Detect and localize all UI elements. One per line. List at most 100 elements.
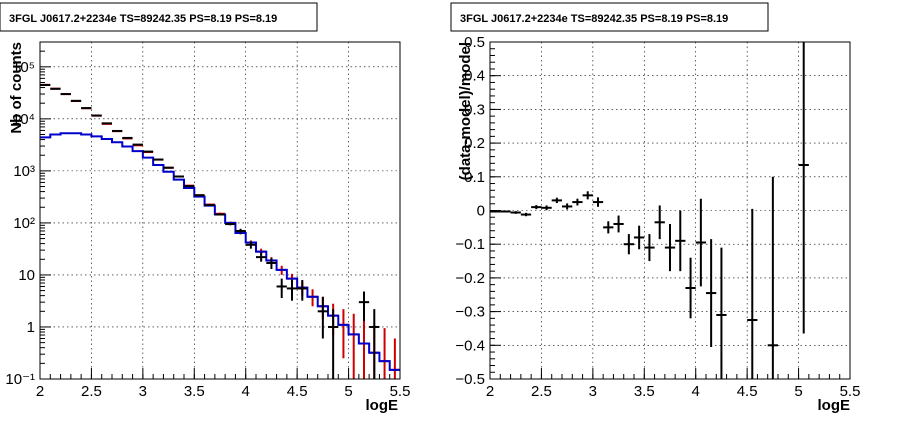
data-point	[204, 204, 215, 207]
residual-y-tick-label: −0.4	[455, 337, 485, 354]
residual-point	[706, 239, 717, 347]
data-point	[184, 185, 195, 188]
residual-xlabel: logE	[818, 397, 851, 414]
counts-x-tick-label: 5	[344, 383, 352, 400]
data-point	[214, 213, 226, 216]
data-point	[112, 129, 123, 132]
counts-y-tick-label: 10	[18, 267, 35, 284]
residual-point	[654, 205, 665, 240]
data-point	[297, 279, 308, 301]
data-point	[256, 252, 267, 262]
counts-x-tick-label: 3.5	[184, 383, 205, 400]
residual-title: 3FGL J0617.2+2234e TS=89242.35 PS=8.19 P…	[460, 13, 728, 25]
counts-y-tick-label: 10²	[13, 215, 35, 232]
model-total-bin	[379, 328, 390, 379]
residual-x-tick-label: 3	[589, 383, 597, 400]
residual-x-tick-label: 4	[692, 383, 700, 400]
counts-xlabel: logE	[366, 397, 399, 414]
residual-point	[664, 223, 676, 272]
counts-frame	[39, 41, 401, 380]
counts-panel: 3FGL J0617.2+2234e TS=89242.35 PS=8.19 P…	[0, 2, 411, 414]
residual-point	[531, 205, 542, 210]
data-point	[122, 136, 133, 139]
residual-point	[562, 203, 573, 210]
residual-y-tick-label: 0.1	[464, 169, 485, 186]
residual-point	[798, 42, 809, 334]
counts-x-tick-label: 3	[139, 383, 147, 400]
model-total-bin	[389, 338, 400, 379]
residual-ylabel: (data-model)/model	[457, 42, 474, 180]
residual-ticks: 2 2.5 3 3.5 4 4.5 5 5.5 −0.5 −0.4 −0.3 −0.2 −0.1 0 0.1…	[455, 34, 860, 400]
counts-ylabel: Nb of counts	[8, 42, 25, 134]
counts-grid	[40, 42, 400, 379]
residual-point	[747, 208, 758, 379]
residual-x-tick-label: 2.5	[531, 383, 552, 400]
residual-x-tick-label: 4.5	[737, 383, 758, 400]
counts-y-tick-label: 10⁵	[12, 59, 35, 76]
counts-plot	[40, 83, 400, 379]
residual-point	[644, 234, 655, 262]
residual-x-tick-label: 5	[794, 383, 802, 400]
data-point	[81, 107, 92, 110]
counts-y-tick-label: 10⁴	[12, 111, 35, 128]
model-total-bin	[338, 309, 349, 359]
residual-point	[572, 198, 583, 206]
residual-point	[510, 211, 521, 214]
data-point	[163, 166, 174, 169]
data-point	[358, 291, 370, 322]
data-point	[317, 296, 328, 339]
residual-title-box	[450, 2, 769, 32]
data-point	[132, 143, 143, 146]
residual-point	[500, 210, 511, 213]
residual-panel: 3FGL J0617.2+2234e TS=89242.35 PS=8.19 P…	[450, 2, 860, 414]
residual-point	[582, 191, 593, 200]
model-total-bin	[358, 319, 370, 379]
counts-x-tick-label: 4.5	[287, 383, 308, 400]
residual-y-tick-label: −0.5	[455, 371, 485, 388]
residual-point	[685, 257, 696, 319]
residual-y-tick-label: 0.2	[464, 135, 485, 152]
residual-y-tick-label: −0.3	[455, 304, 485, 321]
data-point	[101, 122, 112, 125]
data-point	[276, 278, 287, 299]
data-point	[369, 309, 380, 379]
data-point	[194, 194, 205, 197]
data-point	[245, 241, 256, 249]
counts-x-tick-label: 5.5	[390, 383, 411, 400]
data-point	[173, 175, 184, 178]
counts-title-box	[0, 2, 318, 32]
residual-y-tick-label: −0.2	[455, 270, 485, 287]
residual-point	[603, 221, 614, 234]
counts-x-tick-label: 4	[242, 383, 250, 400]
residual-point	[716, 247, 727, 379]
residual-plot	[490, 42, 809, 379]
data-point	[235, 228, 246, 234]
residual-y-tick-label: −0.1	[455, 236, 485, 253]
model-total-bin	[348, 313, 359, 379]
residual-point	[634, 225, 645, 250]
data-point	[142, 150, 154, 153]
residual-x-tick-label: 3.5	[634, 383, 655, 400]
counts-x-tick-label: 2.5	[81, 383, 102, 400]
counts-y-tick-label: 1	[27, 319, 35, 336]
residual-grid	[490, 42, 850, 379]
model-source-step	[40, 132, 400, 371]
counts-x-tick-label: 2	[36, 383, 44, 400]
counts-y-tick-label: 10⁻¹	[5, 371, 35, 388]
data-point	[328, 309, 339, 379]
residual-y-tick-label: 0.4	[464, 68, 485, 85]
residual-point	[613, 215, 624, 233]
counts-ticks: 2 2.5 3 3.5 4 4.5 5 5.5 10⁻¹ 1 10 10² 10³ 10⁴ 10⁵	[5, 41, 411, 400]
data-point	[153, 158, 164, 161]
residual-x-tick-label: 5.5	[840, 383, 861, 400]
residual-point	[551, 197, 562, 204]
data-point	[266, 258, 277, 270]
residual-point	[592, 197, 604, 207]
residual-y-tick-label: 0.3	[464, 101, 485, 118]
residual-y-tick-label: 0	[477, 203, 485, 220]
residual-x-tick-label: 2	[486, 383, 494, 400]
residual-y-tick-label: 0.5	[464, 34, 485, 51]
residual-point	[695, 198, 706, 287]
counts-y-tick-label: 10³	[13, 163, 35, 180]
